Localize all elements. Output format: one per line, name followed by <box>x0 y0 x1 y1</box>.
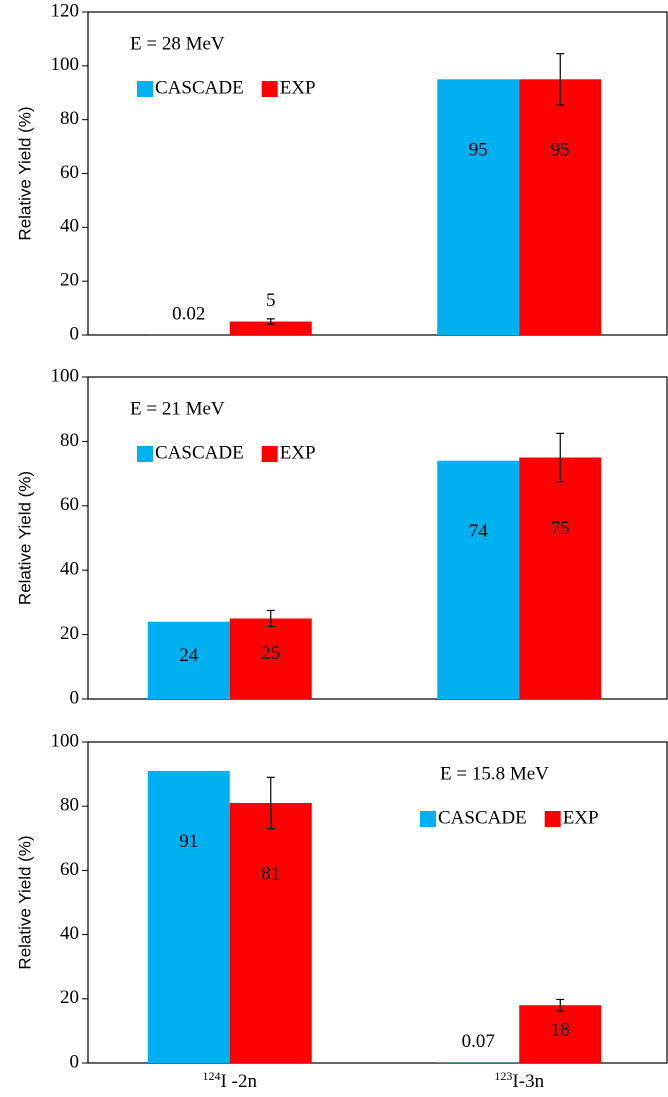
value-label: 0.02 <box>172 303 205 324</box>
error-bar <box>556 998 565 1012</box>
y-tick-label: 20 <box>60 623 79 644</box>
value-label: 81 <box>261 863 280 884</box>
y-tick-label: 100 <box>51 54 80 75</box>
y-tick-label: 40 <box>60 559 79 580</box>
legend-swatch <box>261 446 278 462</box>
annotation: E = 28 MeV <box>130 33 225 54</box>
bar <box>229 321 312 335</box>
y-tick-label: 0 <box>70 323 80 344</box>
bar <box>229 618 312 699</box>
value-label: 0.07 <box>462 1031 495 1052</box>
error-bar <box>556 432 565 483</box>
annotation: E = 15.8 MeV <box>440 763 549 784</box>
y-tick-label: 100 <box>51 365 80 386</box>
value-label: 25 <box>261 643 280 664</box>
y-axis-label: Relative Yield (%) <box>15 471 34 605</box>
legend-label: CASCADE <box>438 807 527 828</box>
legend-label: EXP <box>280 442 316 463</box>
bar <box>147 770 230 1063</box>
y-tick-label: 0 <box>70 687 80 708</box>
value-label: 18 <box>551 1020 570 1041</box>
y-axis-label: Relative Yield (%) <box>15 835 34 969</box>
legend-label: EXP <box>280 77 316 98</box>
bar <box>147 621 230 699</box>
error-bar <box>556 53 565 106</box>
y-tick-label: 20 <box>60 987 79 1008</box>
value-label: 74 <box>469 521 489 542</box>
x-tick-label: 123I-3n <box>494 1069 544 1093</box>
bar <box>229 802 312 1063</box>
y-tick-label: 100 <box>51 730 80 751</box>
legend-label: CASCADE <box>155 77 244 98</box>
error-bar <box>266 318 275 325</box>
plot-frame <box>87 741 668 1064</box>
legend-swatch <box>261 81 278 97</box>
annotation: E = 21 MeV <box>130 398 225 419</box>
y-tick-label: 40 <box>60 216 79 237</box>
y-tick-label: 40 <box>60 923 79 944</box>
value-label: 24 <box>179 645 199 666</box>
legend-swatch <box>544 811 561 827</box>
bar <box>519 457 602 699</box>
legend-swatch <box>137 81 153 97</box>
bar <box>437 460 520 699</box>
error-bar <box>266 776 275 830</box>
bar <box>437 79 520 336</box>
legend-label: EXP <box>563 807 599 828</box>
legend-swatch <box>137 446 153 462</box>
y-tick-label: 0 <box>70 1051 80 1072</box>
y-axis-label: Relative Yield (%) <box>15 106 34 240</box>
plot-frame <box>87 376 668 700</box>
value-label: 75 <box>551 518 570 539</box>
value-label: 91 <box>179 831 198 852</box>
legend-label: CASCADE <box>155 442 244 463</box>
legend-swatch <box>420 811 436 827</box>
y-tick-label: 80 <box>60 795 79 816</box>
value-label: 95 <box>469 140 488 161</box>
y-tick-label: 60 <box>60 494 79 515</box>
y-tick-label: 80 <box>60 108 79 129</box>
y-tick-label: 80 <box>60 430 79 451</box>
y-tick-label: 20 <box>60 270 79 291</box>
value-label: 5 <box>266 290 276 311</box>
value-label: 95 <box>551 140 570 161</box>
x-tick-label: 124I -2n <box>203 1069 258 1093</box>
y-tick-label: 60 <box>60 162 79 183</box>
y-tick-label: 120 <box>51 0 80 21</box>
bar <box>519 1005 602 1063</box>
y-tick-label: 60 <box>60 859 79 880</box>
bar <box>519 79 602 336</box>
error-bar <box>266 609 275 628</box>
